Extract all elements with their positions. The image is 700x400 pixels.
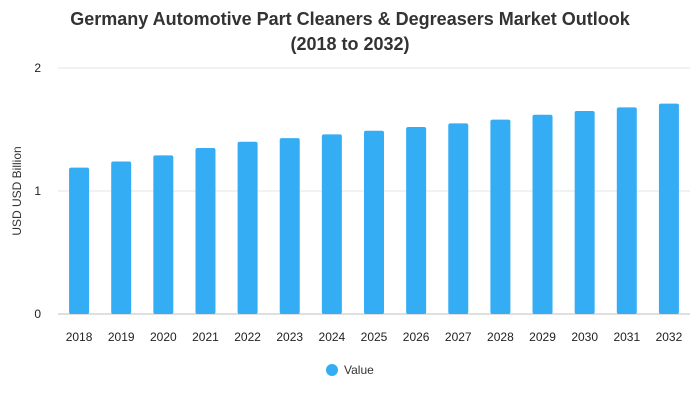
bar-2020[interactable] [153, 155, 174, 314]
bar-2021[interactable] [195, 147, 216, 314]
bar-2032[interactable] [658, 103, 679, 314]
y-tick-label: 1 [34, 184, 41, 198]
x-tick-label: 2024 [319, 330, 346, 344]
x-tick-label: 2018 [66, 330, 93, 344]
x-tick-label: 2028 [487, 330, 514, 344]
bar-2030[interactable] [574, 111, 595, 314]
y-axis-label: USD USD Billion [10, 146, 24, 235]
x-tick-label: 2030 [571, 330, 598, 344]
x-tick-label: 2023 [276, 330, 303, 344]
legend[interactable]: Value [326, 363, 374, 377]
bar-2023[interactable] [279, 138, 300, 314]
bar-2019[interactable] [111, 161, 132, 314]
y-tick-label: 0 [34, 307, 41, 321]
x-tick-label: 2031 [613, 330, 640, 344]
y-axis-ticks: 0 1 2 [34, 61, 41, 321]
bar-2027[interactable] [448, 123, 469, 314]
chart-title: Germany Automotive Part Cleaners & Degre… [70, 9, 631, 29]
x-tick-label: 2032 [656, 330, 683, 344]
x-tick-label: 2027 [445, 330, 472, 344]
bar-2018[interactable] [69, 167, 90, 314]
x-tick-label: 2022 [234, 330, 261, 344]
y-tick-label: 2 [34, 61, 41, 75]
legend-swatch [326, 364, 338, 376]
bar-2031[interactable] [616, 107, 637, 314]
x-tick-label: 2019 [108, 330, 135, 344]
x-tick-label: 2029 [529, 330, 556, 344]
x-tick-label: 2021 [192, 330, 219, 344]
legend-label: Value [344, 363, 374, 377]
x-tick-label: 2026 [403, 330, 430, 344]
bar-2026[interactable] [406, 127, 427, 314]
x-tick-label: 2020 [150, 330, 177, 344]
x-axis-ticks: 2018 2019 2020 2021 2022 2023 2024 2025 2026 2027… [66, 330, 683, 344]
x-tick-label: 2025 [361, 330, 388, 344]
chart-subtitle: (2018 to 2032) [290, 34, 409, 54]
bar-2022[interactable] [237, 141, 258, 314]
bar-2028[interactable] [490, 119, 511, 314]
bar-2029[interactable] [532, 114, 553, 315]
bar-2024[interactable] [321, 134, 342, 314]
bar-2025[interactable] [364, 130, 384, 314]
bars [69, 103, 679, 315]
